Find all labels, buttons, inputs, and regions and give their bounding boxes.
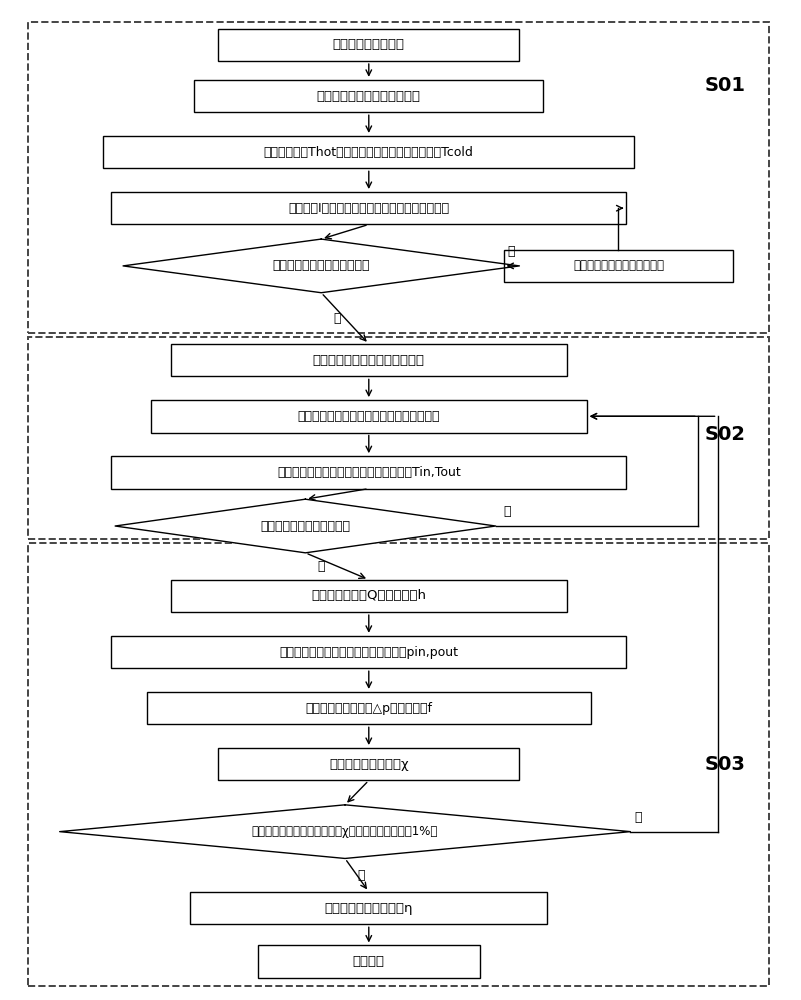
Text: 调节电流I大小，模拟和测量冷热端温度变化区间: 调节电流I大小，模拟和测量冷热端温度变化区间 xyxy=(288,202,449,215)
FancyBboxPatch shape xyxy=(191,892,547,924)
Text: 计算系统的能量利用率η: 计算系统的能量利用率η xyxy=(324,902,413,915)
FancyBboxPatch shape xyxy=(218,748,519,780)
FancyBboxPatch shape xyxy=(171,344,567,376)
Text: 是: 是 xyxy=(357,869,364,882)
FancyBboxPatch shape xyxy=(111,636,626,668)
Polygon shape xyxy=(123,239,519,293)
Polygon shape xyxy=(115,499,496,553)
Text: 确定应用方向及设备: 确定应用方向及设备 xyxy=(332,38,405,51)
Text: 否: 否 xyxy=(634,811,642,824)
Text: 是: 是 xyxy=(317,560,324,573)
Text: 是否达到杀菌及冷却效果？: 是否达到杀菌及冷却效果？ xyxy=(260,520,350,533)
Text: 调整热端温度Thot，根据热电片温差预估冷端温度Tcold: 调整热端温度Thot，根据热电片温差预估冷端温度Tcold xyxy=(264,146,473,159)
FancyBboxPatch shape xyxy=(218,29,519,61)
Text: 模拟和测量热端和冷端空气进出口的温度Tin,Tout: 模拟和测量热端和冷端空气进出口的温度Tin,Tout xyxy=(277,466,461,479)
Text: S01: S01 xyxy=(705,76,746,95)
FancyBboxPatch shape xyxy=(195,80,543,112)
Text: 是: 是 xyxy=(333,312,340,325)
Text: 对冷热端换热片进行设计及优化: 对冷热端换热片进行设计及优化 xyxy=(313,354,425,367)
Text: 否: 否 xyxy=(508,245,515,258)
Text: 选择不同材料的半导体热电片: 选择不同材料的半导体热电片 xyxy=(573,259,664,272)
Text: 选取换热片材料、改变几何尺寸、布置方式: 选取换热片材料、改变几何尺寸、布置方式 xyxy=(297,410,440,423)
FancyBboxPatch shape xyxy=(171,580,567,612)
Text: 模拟计算热端和冷端空气进出口的压力pin,pout: 模拟计算热端和冷端空气进出口的压力pin,pout xyxy=(280,646,458,659)
Text: 与上次方案相比，热性能因子χ提高百分比是否小于1%？: 与上次方案相比，热性能因子χ提高百分比是否小于1%？ xyxy=(252,825,438,838)
Text: 模拟计算进出口压降△p及阻力系数f: 模拟计算进出口压降△p及阻力系数f xyxy=(305,702,433,715)
Text: 达到冷热端要求的温度范围？: 达到冷热端要求的温度范围？ xyxy=(272,259,370,272)
FancyBboxPatch shape xyxy=(111,192,626,224)
Text: S03: S03 xyxy=(705,755,746,774)
Text: S02: S02 xyxy=(705,425,746,444)
Text: 模拟计算换热量Q及换热系数h: 模拟计算换热量Q及换热系数h xyxy=(312,589,426,602)
FancyBboxPatch shape xyxy=(151,400,587,433)
Text: 整理数据: 整理数据 xyxy=(352,955,384,968)
Text: 选取合适规格的半导体热电片: 选取合适规格的半导体热电片 xyxy=(316,90,421,103)
FancyBboxPatch shape xyxy=(504,250,734,282)
Text: 否: 否 xyxy=(504,505,511,518)
FancyBboxPatch shape xyxy=(258,945,480,978)
FancyBboxPatch shape xyxy=(147,692,591,724)
Text: 模拟计算热性能因子χ: 模拟计算热性能因子χ xyxy=(329,758,409,771)
FancyBboxPatch shape xyxy=(111,456,626,489)
Polygon shape xyxy=(59,805,630,858)
FancyBboxPatch shape xyxy=(103,136,634,168)
